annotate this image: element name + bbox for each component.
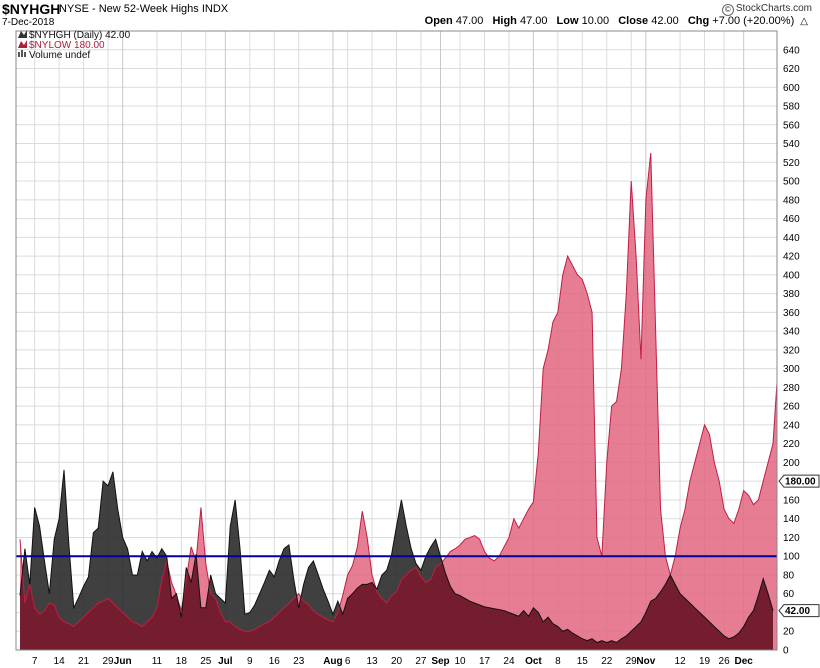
last-value-label: 180.00 <box>785 477 816 488</box>
title-row: $NYHGH NYSE - New 52-Week Highs INDX © St… <box>2 1 818 17</box>
y-tick-label: 260 <box>783 402 800 413</box>
x-tick-label: 17 <box>479 656 491 667</box>
y-tick-label: 20 <box>783 627 795 638</box>
copyright-icon: © <box>721 4 734 16</box>
x-tick-label: 29 <box>102 656 114 667</box>
x-tick-label: 24 <box>503 656 515 667</box>
x-tick-label: 26 <box>719 656 731 667</box>
x-tick-label: 22 <box>601 656 613 667</box>
y-tick-label: 300 <box>783 364 800 375</box>
series-line-nylow <box>19 152 777 632</box>
y-tick-label: 360 <box>783 308 800 319</box>
x-tick-label: 11 <box>152 656 163 667</box>
y-tick-label: 480 <box>783 195 800 206</box>
y-tick-label: 400 <box>783 270 800 281</box>
area-icon <box>18 30 27 38</box>
legend-text: Volume undef <box>29 50 90 61</box>
high-label: High <box>492 15 517 27</box>
y-tick-label: 500 <box>783 177 800 188</box>
x-month-label: Aug <box>323 656 342 667</box>
last-value-badge <box>778 604 820 618</box>
legend-text: $NYHGH (Daily) 42.00 <box>29 30 131 41</box>
y-tick-label: 80 <box>783 570 795 581</box>
x-month-label: Jun <box>114 656 132 667</box>
y-tick-label: 100 <box>783 552 800 563</box>
y-tick-label: 440 <box>783 233 800 244</box>
y-tick-label: 600 <box>783 83 800 94</box>
y-tick-label: 640 <box>783 45 800 56</box>
last-value-badge <box>778 474 820 488</box>
brand: © StockCharts.com <box>721 3 812 16</box>
y-tick-label: 60 <box>783 589 795 600</box>
y-tick-label: 120 <box>783 533 800 544</box>
ohlc-bar: Open 47.00 High 47.00 Low 10.00 Close 42… <box>425 15 808 27</box>
symbol-subtitle: NYSE - New 52-Week Highs INDX <box>59 3 229 15</box>
x-tick-label: 10 <box>455 656 467 667</box>
x-tick-label: 27 <box>415 656 427 667</box>
x-tick-label: 15 <box>577 656 589 667</box>
series-area-nylow <box>20 152 777 650</box>
y-tick-label: 520 <box>783 158 800 169</box>
chg-label: Chg <box>687 15 710 27</box>
x-tick-label: 7 <box>32 656 38 667</box>
x-month-label: Sep <box>431 656 449 667</box>
y-tick-label: 200 <box>783 458 800 469</box>
y-tick-label: 380 <box>783 289 800 300</box>
close-label: Close <box>618 15 649 27</box>
open-label: Open <box>424 15 453 27</box>
series-line-nyhgh <box>19 469 774 644</box>
series-group <box>19 152 777 650</box>
open-value: 47.00 <box>455 15 484 27</box>
area-icon <box>18 40 27 48</box>
x-tick-label: 20 <box>391 656 403 667</box>
low-value: 10.00 <box>581 15 610 27</box>
x-tick-label: 23 <box>293 656 305 667</box>
y-tick-label: 280 <box>783 383 800 394</box>
volume-bars-icon <box>24 52 26 57</box>
x-tick-label: 21 <box>78 656 90 667</box>
x-month-label: Oct <box>525 656 542 667</box>
symbol-title: $NYHGH <box>2 1 61 17</box>
y-tick-label: 160 <box>783 495 800 506</box>
x-month-label: Dec <box>734 656 753 667</box>
y-tick-label: 320 <box>783 345 800 356</box>
x-month-label: Jul <box>218 656 233 667</box>
y-tick-label: 140 <box>783 514 800 525</box>
y-tick-label: 560 <box>783 120 800 131</box>
x-tick-label: 8 <box>555 656 561 667</box>
x-tick-label: 14 <box>54 656 66 667</box>
y-tick-label: 580 <box>783 102 800 113</box>
chart-date: 7-Dec-2018 <box>2 17 55 28</box>
x-tick-label: 13 <box>366 656 378 667</box>
x-tick-label: 16 <box>269 656 281 667</box>
x-tick-label: 29 <box>626 656 638 667</box>
last-value-label: 42.00 <box>785 606 810 617</box>
y-tick-label: 620 <box>783 64 800 75</box>
y-tick-label: 0 <box>783 646 789 657</box>
volume-bars-icon <box>18 52 20 57</box>
low-label: Low <box>556 15 579 27</box>
x-tick-label: 9 <box>247 656 253 667</box>
x-tick-label: 6 <box>345 656 351 667</box>
legend-text: $NYLOW 180.00 <box>29 40 105 51</box>
y-tick-label: 460 <box>783 214 800 225</box>
x-tick-label: 12 <box>675 656 687 667</box>
x-month-label: Nov <box>636 656 655 667</box>
close-value: 42.00 <box>651 15 679 27</box>
high-value: 47.00 <box>519 15 548 27</box>
chg-value: +7.00 (+20.00%) <box>712 15 795 27</box>
up-triangle-icon: △ <box>800 16 808 27</box>
y-tick-label: 540 <box>783 139 800 150</box>
x-tick-label: 18 <box>176 656 188 667</box>
x-tick-label: 25 <box>200 656 212 667</box>
volume-bars-icon <box>21 50 23 57</box>
y-tick-label: 220 <box>783 439 800 450</box>
y-tick-label: 240 <box>783 420 800 431</box>
y-tick-label: 340 <box>783 327 800 338</box>
x-tick-label: 19 <box>699 656 711 667</box>
plot-border <box>15 30 778 651</box>
brand-text: StockCharts.com <box>735 3 812 14</box>
y-tick-label: 420 <box>783 252 800 263</box>
